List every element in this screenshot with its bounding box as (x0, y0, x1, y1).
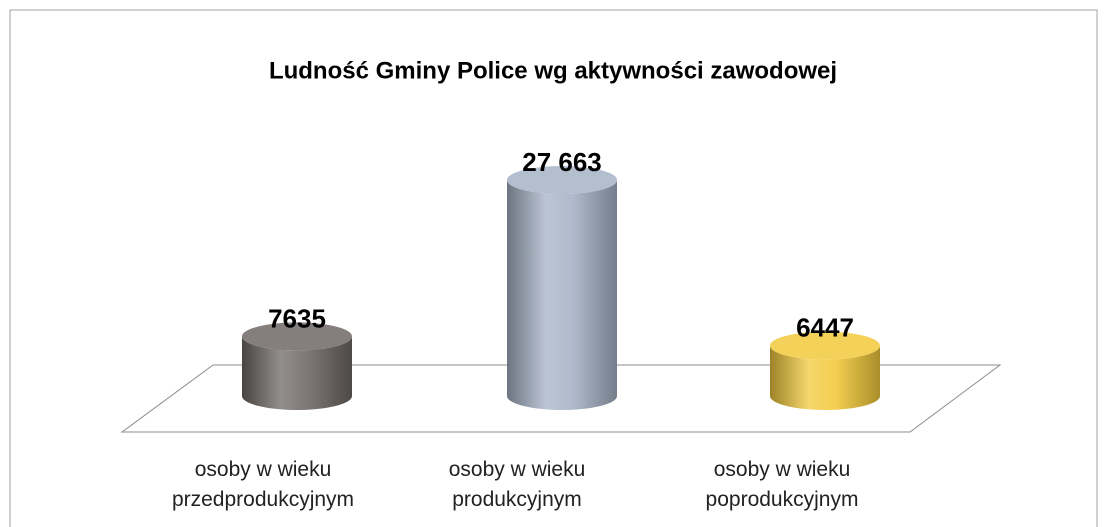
bar (770, 345, 880, 410)
x-tick-label: osoby w wieku przedprodukcyjnym (172, 458, 354, 511)
x-tick-label: osoby w wieku produkcyjnym (449, 458, 586, 511)
chart-title: Ludność Gminy Police wg aktywności zawod… (269, 57, 837, 84)
value-label: 7635 (268, 303, 326, 333)
bar (507, 180, 617, 410)
bar-top (770, 331, 880, 360)
value-label: 27 663 (522, 147, 602, 177)
bar (242, 336, 352, 410)
x-tick-label: osoby w wieku poprodukcyjnym (706, 458, 859, 511)
bar-top (242, 322, 352, 351)
value-label: 6447 (796, 313, 854, 343)
bar-top (507, 166, 617, 194)
